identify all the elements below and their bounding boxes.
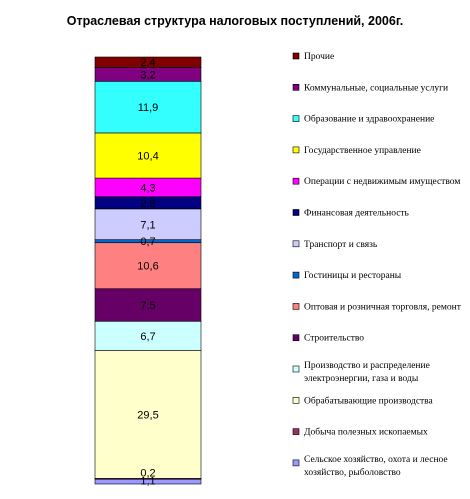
value-labels: 1,10,2 29,5 6,7 7,5 10,6 0,7 7,1 2,8 4,3 10,4 11,9…: [137, 57, 158, 487]
value-label-2: 29,5: [137, 409, 158, 421]
value-label-5: 7,5: [140, 300, 155, 312]
legend-label-2: Образование и здравоохранение: [304, 114, 434, 125]
legend-label-12: Добыча полезных ископаемых: [304, 427, 428, 438]
bar-segment-11: [94, 132, 202, 179]
legend-label-13-line-0: Сельское хозяйство, охота и лесное: [304, 454, 448, 465]
legend-swatch-0: [292, 52, 300, 60]
value-label-1: 0,2: [140, 467, 155, 479]
bar-segment-14: [94, 56, 202, 68]
legend-label-7: Гостиницы и рестораны: [304, 271, 402, 281]
legend-swatch-6: [292, 240, 300, 248]
legend-label-10-line-1: электроэнергии, газа и воды: [304, 374, 419, 384]
legend-swatch-8: [292, 303, 300, 310]
legend-label-11: Обрабатывающие производства: [304, 395, 434, 406]
legend-label-8: Оптовая и розничная торговля, ремонт: [304, 302, 462, 312]
value-label-8: 7,1: [140, 219, 155, 231]
legend-label-1: Коммунальные, социальные услуги: [304, 83, 448, 93]
bar-segment-8: [94, 208, 202, 240]
legend-label-10-line-0: Производство и распределение: [304, 361, 430, 371]
legend-swatch-13: [292, 459, 300, 467]
value-label-0: 1,1: [140, 476, 155, 488]
value-label-10: 4,3: [140, 182, 155, 194]
legend-swatch-12: [292, 428, 300, 435]
legend-swatch-7: [292, 271, 300, 279]
legend-label-0: Прочие: [304, 52, 334, 62]
bar-stack: [94, 56, 202, 485]
value-label-6: 10,6: [137, 261, 158, 273]
value-label-13: 3,2: [140, 69, 155, 81]
value-label-11: 10,4: [137, 151, 158, 163]
legend-swatch-9: [292, 334, 300, 342]
value-label-9: 2,8: [140, 198, 155, 210]
legend-label-9: Строительство: [304, 334, 364, 344]
value-label-4: 6,7: [140, 331, 155, 343]
chart-title: Отраслевая структура налоговых поступлен…: [66, 14, 404, 28]
legend-swatch-11: [292, 396, 300, 404]
legend-label-4: Операции с недвижимым имуществом: [304, 177, 460, 187]
bar-segment-4: [94, 320, 202, 351]
legend-swatch-2: [292, 115, 300, 122]
legend-label-5: Финансовая деятельность: [304, 209, 410, 219]
legend-label-6: Транспорт и связь: [304, 240, 378, 250]
legend-swatch-10: [292, 365, 300, 373]
value-label-7: 0,7: [140, 236, 155, 248]
legend-label-3: Государственное управление: [304, 146, 421, 156]
bar-segment-12: [94, 81, 202, 134]
legend-swatch-4: [292, 177, 300, 185]
legend-label-13-line-1: хозяйство, рыболовство: [304, 467, 401, 478]
legend-swatch-5: [292, 209, 300, 216]
value-label-12: 11,9: [138, 102, 159, 114]
value-label-14: 2,4: [140, 57, 155, 69]
bar-segment-2: [94, 350, 202, 479]
legend: Прочие Коммунальные, социальные услуги Обр…: [292, 52, 462, 478]
legend-swatch-3: [292, 146, 300, 154]
legend-swatch-1: [292, 84, 300, 91]
